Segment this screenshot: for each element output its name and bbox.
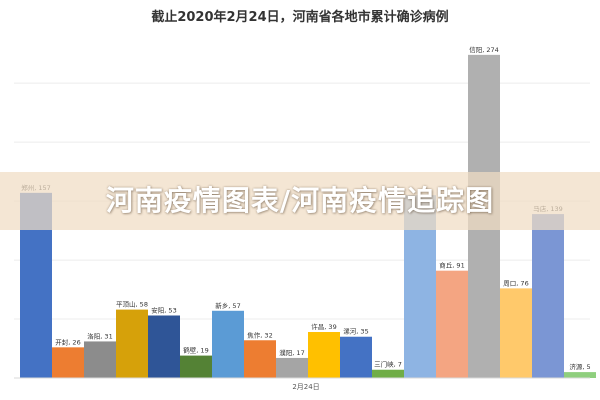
bar-label-6: 新乡, 57 [215, 301, 240, 310]
watermark-banner-text: 河南疫情图表/河南疫情追踪图 [105, 184, 495, 217]
chart-title: 截止2020年2月24日，河南省各地市累计确诊病例 [151, 9, 448, 25]
bar-6 [212, 310, 244, 378]
bar-label-4: 安阳, 53 [151, 305, 176, 314]
bar-15 [500, 288, 532, 378]
bar-label-7: 焦作, 32 [247, 330, 272, 339]
bar-label-17: 济源, 5 [569, 362, 590, 371]
bar-2 [84, 341, 116, 378]
bar-5 [180, 355, 212, 378]
bar-10 [340, 336, 372, 378]
bar-13 [436, 270, 468, 378]
bar-3 [116, 309, 148, 378]
bar-label-11: 三门峡, 7 [374, 360, 402, 369]
bar-9 [308, 332, 340, 378]
bar-label-2: 洛阳, 31 [87, 331, 112, 340]
bar-4 [148, 315, 180, 378]
bar-7 [244, 340, 276, 378]
bar-label-15: 周口, 76 [503, 279, 528, 287]
bar-label-14: 信阳, 274 [469, 45, 499, 54]
x-axis-label: 2月24日 [292, 383, 319, 391]
bar-label-10: 漯河, 35 [343, 327, 368, 336]
bar-17 [564, 372, 596, 378]
bar-8 [276, 357, 308, 378]
watermark-banner [0, 172, 600, 230]
bar-11 [372, 369, 404, 378]
bar-16 [532, 214, 564, 378]
bar-label-1: 开封, 26 [55, 337, 80, 346]
bar-label-3: 平顶山, 58 [116, 300, 148, 309]
bar-label-5: 鹤壁, 19 [183, 346, 208, 355]
bar-label-9: 许昌, 39 [311, 322, 336, 331]
bar-label-13: 商丘, 91 [439, 261, 464, 270]
bar-1 [52, 347, 84, 378]
bar-label-8: 濮阳, 17 [279, 348, 304, 357]
